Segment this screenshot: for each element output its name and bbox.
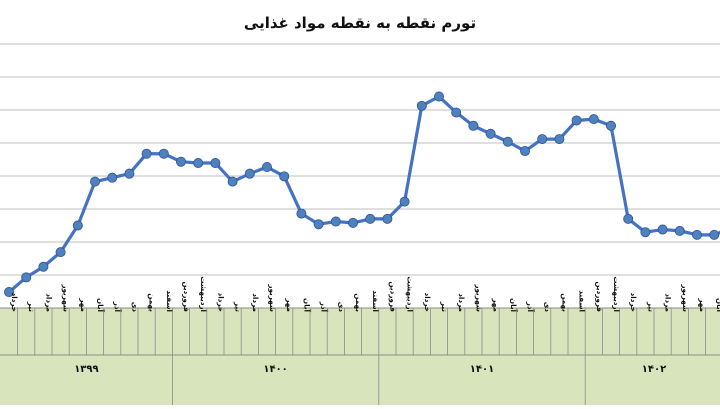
data-point [141,148,152,159]
data-point [365,213,376,224]
x-tick-label: فروردین [182,281,191,312]
x-tick-label: تیر [646,301,655,312]
data-point [347,217,358,228]
data-point [244,168,255,179]
data-point [55,247,66,258]
x-tick-label: فروردین [388,281,397,312]
data-point [709,229,720,240]
data-point [606,120,617,131]
x-tick-label: شهریور [268,283,277,312]
x-tick-label: بهمن [354,293,363,312]
year-label: ۱۴۰۰ [263,364,287,375]
x-tick-label: اردیبهشت [406,276,415,312]
year-label: ۱۴۰۲ [642,364,666,375]
x-tick-label: آذر [320,301,330,313]
data-point [520,146,531,157]
x-tick-label: خرداد [423,293,432,313]
data-point [90,176,101,187]
x-tick-label: شهریور [474,283,483,312]
data-point [537,134,548,145]
x-tick-label: شهریور [62,283,71,312]
data-point [124,168,135,179]
x-tick-label: اسفند [578,290,587,312]
data-point [588,114,599,125]
data-point [433,91,444,102]
x-tick-label: تیر [440,301,449,312]
x-tick-label: دی [130,302,139,313]
data-point [158,148,169,159]
x-tick-label: خرداد [216,293,225,313]
x-tick-label: آبان [715,298,720,313]
x-tick-label: دی [337,302,346,313]
data-point [72,220,83,231]
x-tick-label: آذر [113,301,123,313]
x-tick-label: مهر [285,297,294,312]
x-axis [0,307,720,405]
chart-title: تورم نقطه به نقطه مواد غذایی [244,14,476,32]
x-tick-label: مرداد [457,293,466,312]
x-tick-label: آبان [96,298,106,313]
x-tick-label: اردیبهشت [199,276,208,312]
x-tick-label: مرداد [44,293,53,312]
x-tick-label: بهمن [560,293,569,312]
x-tick-label: مرداد [664,293,673,312]
data-point [330,216,341,227]
tick-labels: خرداد تیر مرداد شهریور مهر آبان آذر دی بهمن اسفند… [10,276,720,375]
data-point [107,172,118,183]
x-tick-label: خرداد [10,293,19,313]
x-tick-label: آبان [509,298,519,313]
data-point [640,227,651,238]
x-tick-label: شهریور [681,283,690,312]
data-point [4,287,14,298]
data-point [416,100,427,111]
data-point [210,158,221,169]
data-point [485,128,496,139]
x-tick-label: تیر [27,301,36,312]
x-tick-label: تیر [234,301,243,312]
x-tick-label: اردیبهشت [612,276,621,312]
x-tick-label: مرداد [251,293,260,312]
year-label: ۱۴۰۱ [470,364,494,375]
data-point [382,213,393,224]
data-point [468,120,479,131]
data-point [313,219,324,230]
x-tick-label: مهر [79,297,88,312]
data-point [227,176,238,187]
x-tick-label: مهر [492,297,501,312]
data-point [38,261,49,272]
data-point [193,158,204,169]
data-point [657,224,668,235]
data-point [502,136,513,147]
x-tick-label: اسفند [165,290,174,312]
data-point [296,208,307,219]
data-point [21,272,32,283]
x-tick-label: آذر [526,301,536,313]
x-axis-band [0,308,720,405]
data-point [571,115,582,126]
year-label: ۱۳۹۹ [74,364,98,375]
data-point [554,134,565,145]
x-tick-label: بهمن [148,293,157,312]
data-point [623,213,634,224]
x-tick-label: فروردین [595,281,604,312]
x-tick-label: خرداد [629,293,638,313]
x-tick-label: دی [543,302,552,313]
data-point [451,107,462,118]
x-tick-label: مهر [698,297,707,312]
data-point [279,171,290,182]
x-tick-label: اسفند [371,290,380,312]
data-point [399,196,410,207]
x-tick-label: آبان [302,298,312,313]
series-layer [4,91,720,298]
data-point [261,162,272,173]
data-point [692,229,703,240]
data-point [175,156,186,167]
data-point [674,225,685,236]
